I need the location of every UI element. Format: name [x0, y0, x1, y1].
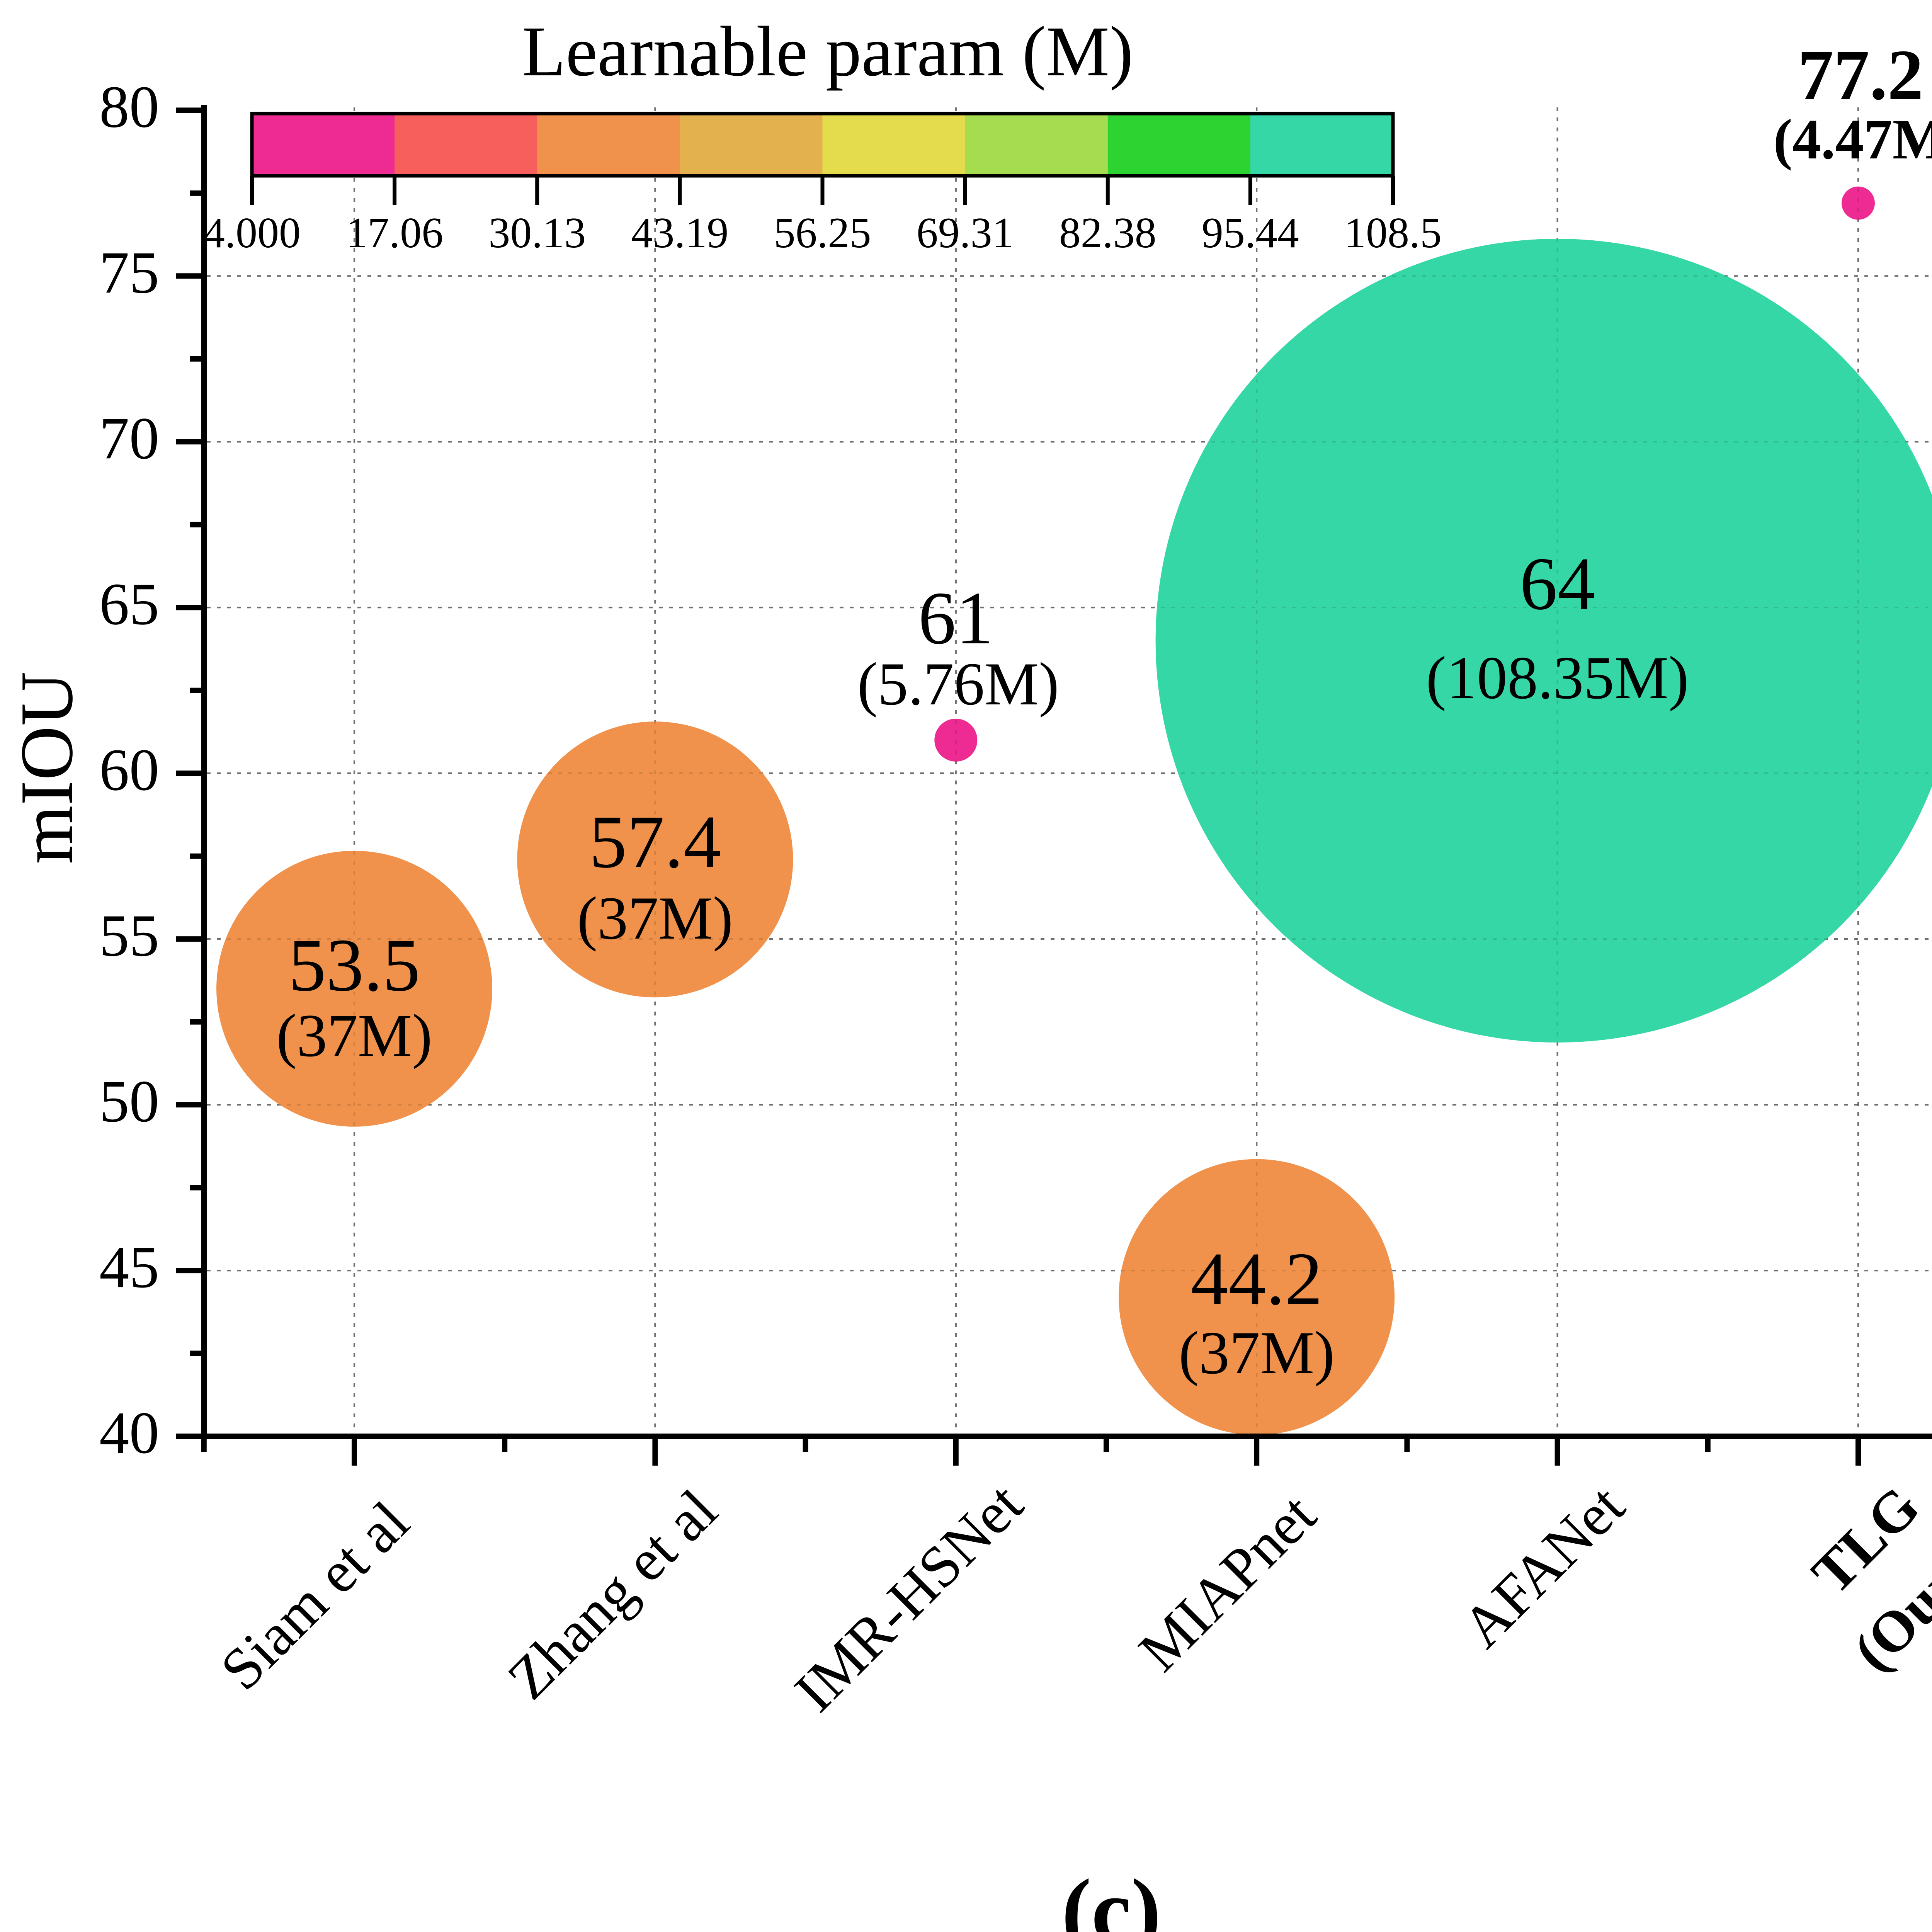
svg-text:44.2: 44.2 — [1191, 1237, 1323, 1321]
svg-text:77.2: 77.2 — [1798, 35, 1923, 115]
svg-text:53.5: 53.5 — [288, 923, 420, 1007]
svg-text:43.19: 43.19 — [631, 209, 728, 257]
svg-text:61: 61 — [918, 577, 993, 660]
svg-text:64: 64 — [1520, 542, 1595, 626]
svg-text:(37M): (37M) — [276, 1002, 432, 1070]
svg-text:108.5: 108.5 — [1344, 209, 1442, 257]
svg-text:45: 45 — [99, 1234, 159, 1300]
svg-text:65: 65 — [99, 571, 159, 637]
svg-text:(37M): (37M) — [1179, 1319, 1335, 1387]
svg-text:mIOU: mIOU — [5, 672, 88, 864]
svg-text:40: 40 — [99, 1400, 159, 1466]
svg-text:17.06: 17.06 — [346, 209, 443, 257]
svg-text:95.44: 95.44 — [1202, 209, 1299, 257]
svg-text:80: 80 — [99, 73, 159, 140]
svg-text:75: 75 — [99, 239, 159, 306]
svg-text:(c): (c) — [1061, 1861, 1161, 1932]
svg-text:4.000: 4.000 — [203, 209, 301, 257]
svg-text:(5.76M): (5.76M) — [857, 650, 1059, 718]
svg-text:(37M): (37M) — [577, 884, 733, 952]
svg-text:82.38: 82.38 — [1059, 209, 1156, 257]
svg-text:56.25: 56.25 — [774, 209, 871, 257]
svg-text:50: 50 — [99, 1068, 159, 1134]
svg-text:30.13: 30.13 — [488, 209, 586, 257]
svg-text:(108.35M): (108.35M) — [1426, 644, 1689, 712]
svg-text:55: 55 — [99, 902, 159, 969]
svg-text:(4.47M): (4.47M) — [1773, 108, 1932, 171]
svg-text:Learnable param (M): Learnable param (M) — [522, 12, 1133, 91]
svg-text:70: 70 — [99, 405, 159, 471]
svg-text:69.31: 69.31 — [917, 209, 1014, 257]
svg-text:60: 60 — [99, 736, 159, 803]
svg-text:57.4: 57.4 — [589, 800, 721, 884]
